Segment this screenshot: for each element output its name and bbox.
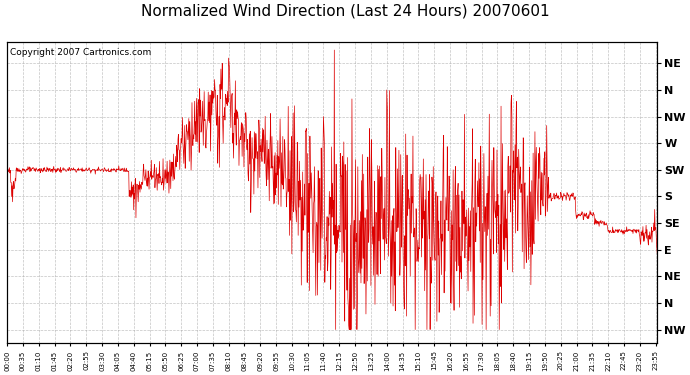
Text: Normalized Wind Direction (Last 24 Hours) 20070601: Normalized Wind Direction (Last 24 Hours…: [141, 4, 549, 19]
Text: Copyright 2007 Cartronics.com: Copyright 2007 Cartronics.com: [10, 48, 152, 57]
